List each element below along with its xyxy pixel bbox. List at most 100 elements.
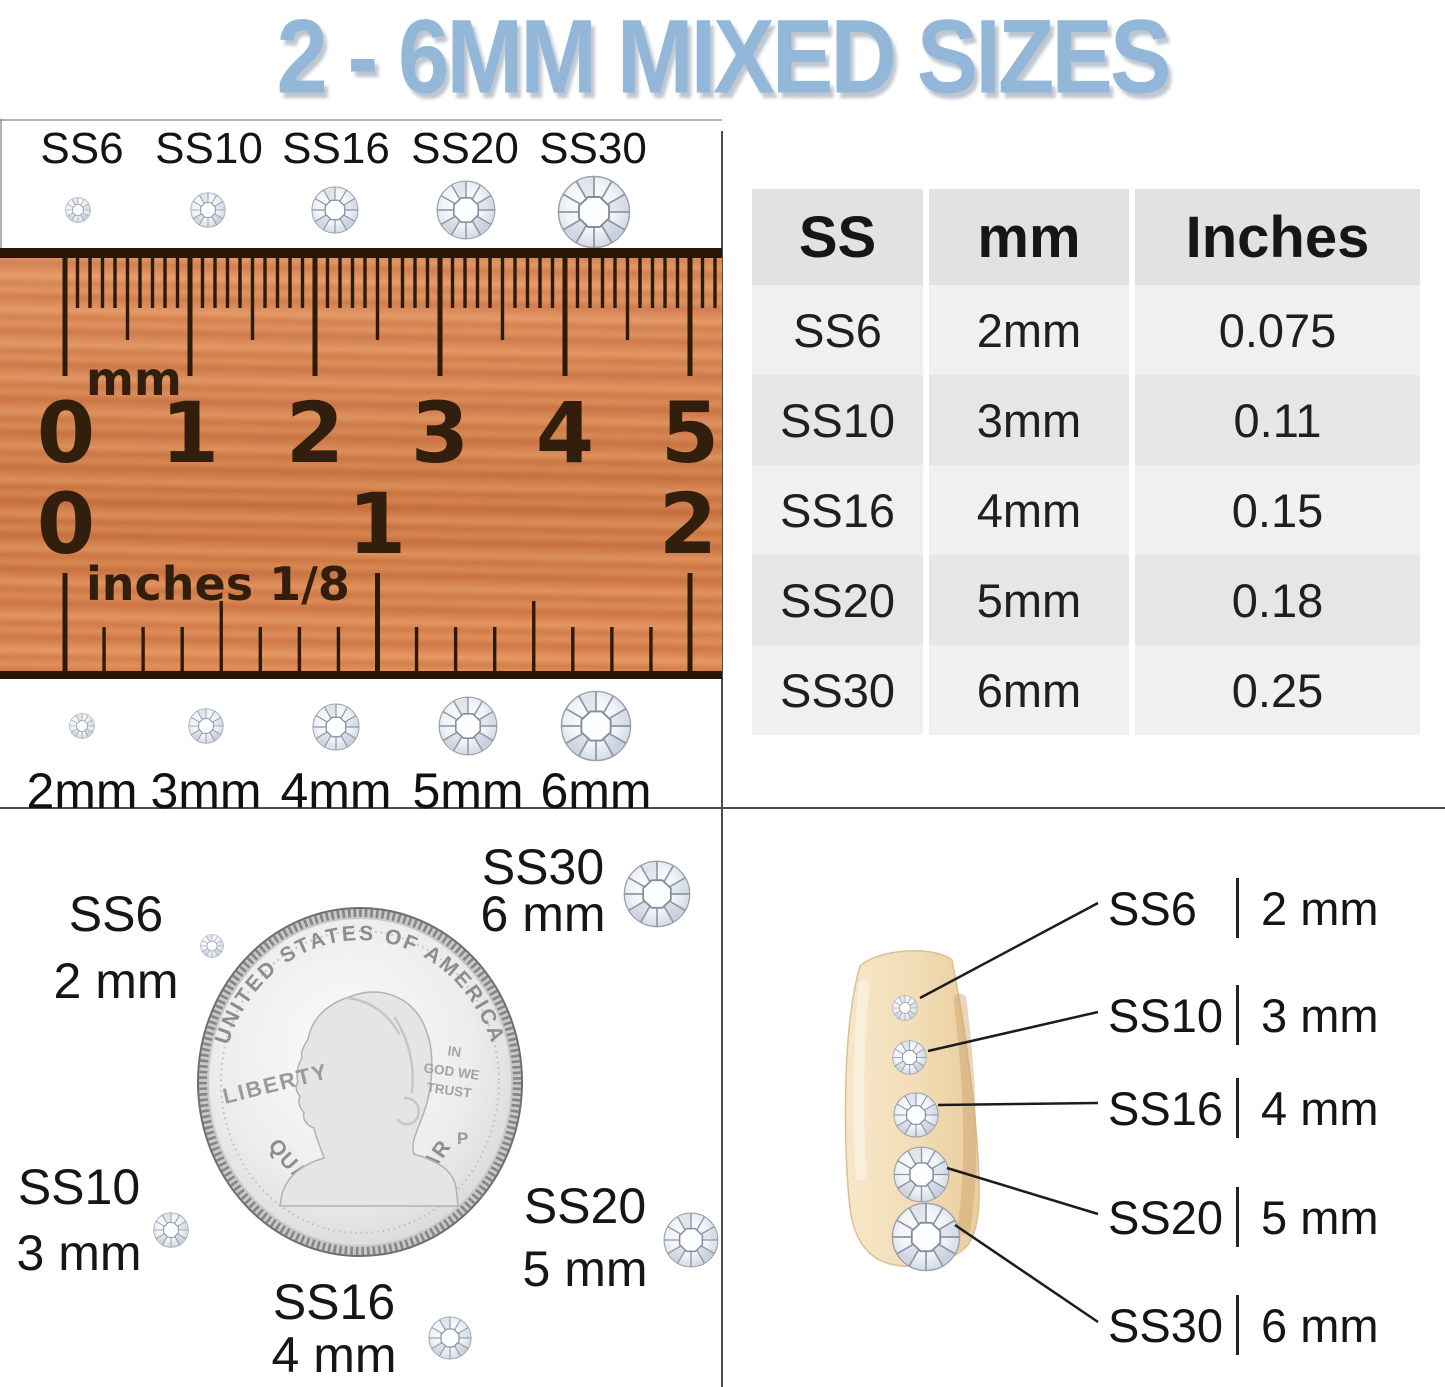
nail-label-size-text: 2 mm [1261, 881, 1379, 935]
table-header-mm: mm [929, 189, 1129, 285]
quarter-coin: UNITED STATES OF AMERICA QUARTER DOLLAR … [197, 907, 523, 1257]
callout-ss: SS16 [272, 1274, 396, 1330]
nail-label-ss30: SS30 6 mm [1108, 1294, 1379, 1356]
rhinestone-icon-2mm [69, 713, 95, 739]
callout-ss: SS6 [68, 886, 164, 942]
callout-ss: SS30 [481, 839, 605, 895]
nail-label-ss-text: SS30 [1108, 1298, 1223, 1352]
ss-size-label: SS30 [539, 124, 647, 173]
coin-callout-ss10: SS10 3 mm [0, 1162, 164, 1278]
rhinestone-icon-ss16 [311, 186, 359, 234]
table-cell: 0.15 [1135, 465, 1420, 555]
mm-size-label: 4mm [280, 763, 392, 819]
rhinestone-icon-coin-ss6 [200, 934, 224, 958]
table-header-ss: SS [752, 189, 923, 285]
callout-ss: SS10 [17, 1159, 141, 1215]
nail-label-ss-text: SS20 [1108, 1190, 1223, 1244]
table-cell: 6mm [929, 645, 1129, 735]
mm-size-label: 6mm [540, 763, 652, 819]
nail-label-ss10: SS10 3 mm [1108, 984, 1379, 1046]
table-cell: SS20 [752, 555, 923, 645]
table-header-inches: Inches [1135, 189, 1420, 285]
nail-label-ss-text: SS6 [1108, 881, 1197, 935]
ruler-mm-number: 2 [286, 384, 344, 482]
ruler-mm-unit: mm [86, 352, 182, 406]
table-cell: 4mm [929, 465, 1129, 555]
separator-bar [1236, 985, 1239, 1045]
ruler-mm-number: 1 [161, 384, 219, 482]
coin-callout-ss20: SS20 5 mm [500, 1181, 670, 1294]
rhinestone-icon-3mm [188, 708, 224, 744]
nail-label-size-text: 4 mm [1261, 1081, 1379, 1135]
ruler: mm 0 1 2 3 4 5 0 1 2 inches 1/8 [0, 248, 722, 679]
horizontal-divider [0, 807, 1445, 809]
rhinestone-icon-6mm [560, 690, 632, 762]
rhinestone-icon-coin-ss20 [663, 1212, 719, 1268]
mm-size-label: 2mm [26, 763, 138, 819]
ruler-inch-unit: inches 1/8 [86, 557, 350, 611]
ss-size-label: SS20 [411, 124, 519, 173]
top-left-border-line [0, 119, 722, 121]
ruler-mm-number: 0 [37, 384, 95, 482]
coin-callout-ss30: SS30 6 mm [458, 842, 628, 939]
rhinestone-icon-coin-ss16 [428, 1316, 472, 1360]
rhinestone-icon-ss6 [65, 197, 91, 223]
coin-motto-line: IN [447, 1043, 462, 1060]
size-conversion-table: SS mm Inches SS6 2mm 0.075 SS10 3mm 0.11… [752, 189, 1420, 735]
nail-label-size-text: 6 mm [1261, 1298, 1379, 1352]
table-cell: 5mm [929, 555, 1129, 645]
nail-label-ss-text: SS10 [1108, 988, 1223, 1042]
ruler-inch-number: 0 [37, 475, 95, 573]
callout-size: 4 mm [271, 1327, 397, 1383]
coin-callout-ss16: SS16 4 mm [249, 1277, 419, 1380]
rhinestone-icon-ss20 [436, 180, 496, 240]
separator-bar [1236, 878, 1239, 938]
table-cell: 0.075 [1135, 285, 1420, 375]
table-cell: 3mm [929, 375, 1129, 465]
left-border-line [0, 119, 2, 251]
ss-size-label: SS10 [155, 124, 263, 173]
ruler-inch-number: 1 [348, 475, 406, 573]
coin-mint-mark: P [457, 1129, 468, 1148]
callout-size: 5 mm [522, 1241, 648, 1297]
leader-lines [919, 901, 1099, 1324]
table-cell: SS10 [752, 375, 923, 465]
coin-callout-ss6: SS6 2 mm [31, 889, 201, 1006]
callout-size: 2 mm [53, 953, 179, 1009]
page-title: 2 - 6MM MIXED SIZES [276, 0, 1172, 116]
rhinestone-icon-ss10 [190, 192, 226, 228]
rhinestone-icon-coin-ss30 [623, 860, 691, 928]
nail-label-size-text: 3 mm [1261, 988, 1379, 1042]
callout-size: 3 mm [16, 1225, 142, 1281]
table-cell: 0.18 [1135, 555, 1420, 645]
ruler-inch-number: 2 [659, 475, 717, 573]
table-cell: 0.11 [1135, 375, 1420, 465]
rhinestone-icon-coin-ss10 [153, 1212, 189, 1248]
mm-size-label: 3mm [150, 763, 262, 819]
callout-size: 6 mm [480, 886, 606, 942]
nail-label-ss16: SS16 4 mm [1108, 1077, 1379, 1139]
nail-label-ss-text: SS16 [1108, 1081, 1223, 1135]
mm-size-label: 5mm [412, 763, 524, 819]
table-cell: SS6 [752, 285, 923, 375]
vertical-divider [721, 131, 723, 1387]
table-cell: 0.25 [1135, 645, 1420, 735]
ruler-mm-number: 5 [661, 384, 719, 482]
ruler-mm-number: 3 [411, 384, 469, 482]
table-cell: SS16 [752, 465, 923, 555]
nail-label-ss20: SS20 5 mm [1108, 1186, 1379, 1248]
callout-ss: SS20 [523, 1178, 647, 1234]
ruler-scale: mm 0 1 2 3 4 5 0 1 2 inches 1/8 [0, 248, 722, 679]
rhinestone-icon-4mm [312, 703, 360, 751]
separator-bar [1236, 1078, 1239, 1138]
separator-bar [1236, 1187, 1239, 1247]
table-cell: 2mm [929, 285, 1129, 375]
rhinestone-icon-ss30 [557, 175, 631, 249]
nail-label-ss6: SS6 2 mm [1108, 877, 1379, 939]
table-cell: SS30 [752, 645, 923, 735]
separator-bar [1236, 1295, 1239, 1355]
rhinestone-icon-5mm [438, 696, 498, 756]
ruler-mm-number: 4 [536, 384, 594, 482]
coin-motto-line: TRUST [426, 1080, 473, 1101]
